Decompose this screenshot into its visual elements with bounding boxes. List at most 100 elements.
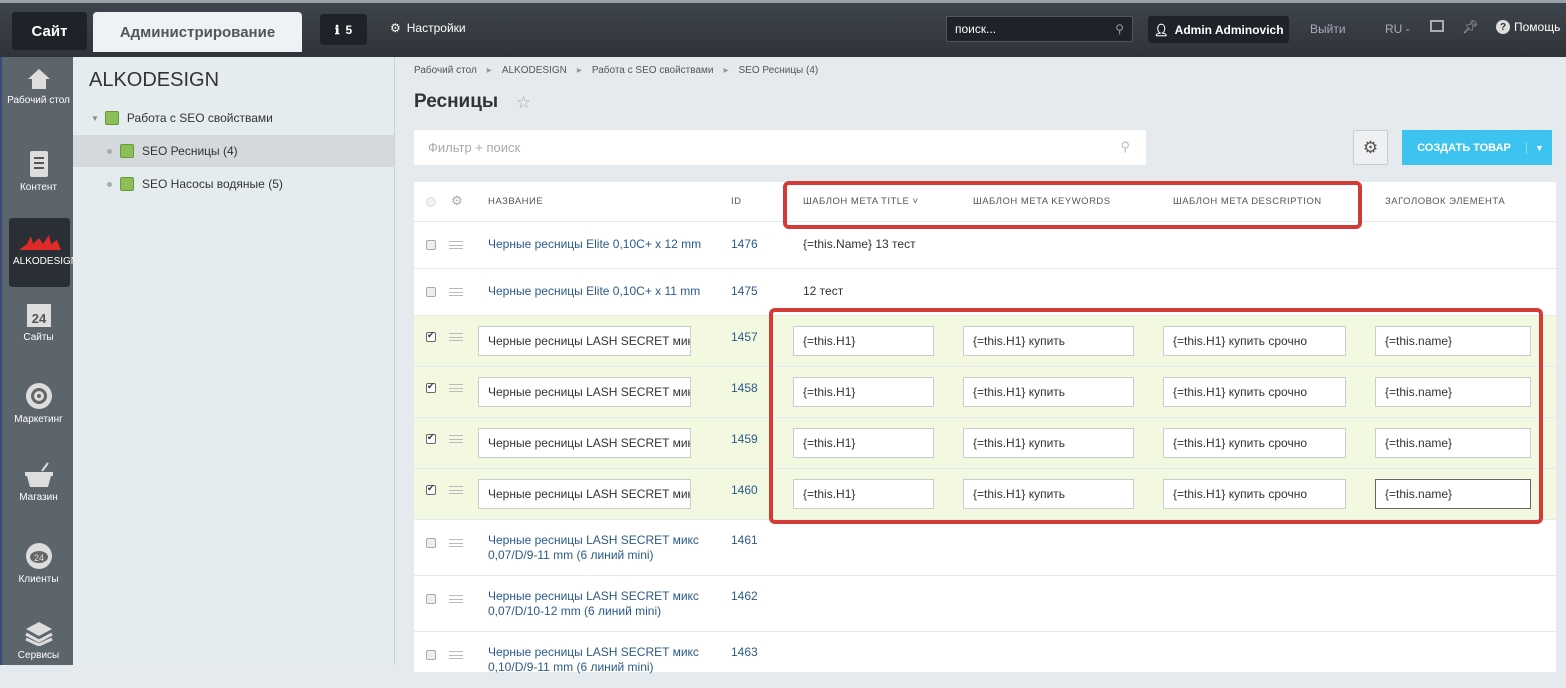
- admin-tab[interactable]: Администрирование: [93, 12, 302, 52]
- product-name-link[interactable]: Черные ресницы Elite 0,10C+ x 12 mm: [488, 237, 702, 251]
- keyboard-icon[interactable]: [1430, 20, 1444, 32]
- nav-item-1[interactable]: Контент: [2, 150, 75, 193]
- site-button[interactable]: Сайт: [12, 12, 87, 50]
- expand-arrow-icon[interactable]: ▼: [91, 113, 99, 123]
- drag-handle-icon[interactable]: [449, 384, 463, 392]
- product-name-link[interactable]: Черные ресницы LASH SECRET микс 0,10/D/9…: [488, 645, 699, 674]
- drag-handle-icon[interactable]: [449, 595, 463, 603]
- row-id[interactable]: 1463: [731, 645, 758, 659]
- drag-handle-icon[interactable]: [449, 288, 463, 296]
- element-heading-input[interactable]: {=this.name}: [1375, 326, 1531, 356]
- meta-title-value: {=this.Name} 13 тест: [803, 237, 916, 251]
- pin-icon[interactable]: 📌︎: [1462, 19, 1479, 34]
- column-meta-title[interactable]: ШАБЛОН META TITLE ˅: [803, 196, 919, 207]
- nav-item-7[interactable]: Сервисы: [2, 620, 75, 661]
- meta-keywords-input[interactable]: {=this.H1} купить: [963, 377, 1134, 407]
- drag-handle-icon[interactable]: [449, 435, 463, 443]
- nav-item-6[interactable]: 24 Клиенты: [2, 542, 75, 585]
- page-title: Ресницы: [414, 91, 499, 112]
- row-id[interactable]: 1460: [731, 483, 758, 497]
- meta-title-input[interactable]: {=this.H1}: [793, 479, 934, 509]
- row-id[interactable]: 1462: [731, 589, 758, 603]
- search-input[interactable]: поиск... ⚲: [946, 16, 1133, 42]
- table-row: Черные ресницы LASH SECRET мик 1457 {=this…: [414, 316, 1556, 367]
- name-input[interactable]: Черные ресницы LASH SECRET мик: [478, 428, 691, 458]
- element-heading-input[interactable]: {=this.name}: [1375, 428, 1531, 458]
- row-checkbox[interactable]: [426, 650, 436, 660]
- meta-keywords-input[interactable]: {=this.H1} купить: [963, 479, 1134, 509]
- row-id[interactable]: 1476: [731, 237, 758, 251]
- select-all-checkbox[interactable]: [426, 197, 436, 207]
- nav-item-0[interactable]: Рабочий стол: [2, 67, 75, 106]
- meta-keywords-input[interactable]: {=this.H1} купить: [963, 326, 1134, 356]
- chevron-down-icon[interactable]: ▼: [1535, 142, 1544, 153]
- row-checkbox[interactable]: [426, 287, 436, 297]
- drag-handle-icon[interactable]: [449, 241, 463, 249]
- row-checkbox[interactable]: [426, 240, 436, 250]
- product-name-link[interactable]: Черные ресницы Elite 0,10C+ x 11 mm: [488, 284, 701, 298]
- row-id[interactable]: 1457: [731, 330, 758, 344]
- nav-item-2[interactable]: ALKODESIGN: [9, 218, 78, 287]
- cloud-24-icon: 24: [2, 542, 75, 570]
- element-heading-input[interactable]: {=this.name}: [1375, 479, 1531, 509]
- filter-search-input[interactable]: Фильтр + поиск ⚲: [414, 130, 1146, 165]
- breadcrumb-item[interactable]: SEO Ресницы (4): [738, 65, 819, 76]
- meta-title-input[interactable]: {=this.H1}: [793, 428, 934, 458]
- nav-item-3[interactable]: 24 Сайты: [2, 302, 75, 343]
- row-checkbox[interactable]: [426, 330, 436, 342]
- settings-link[interactable]: ⚙ Настройки: [390, 21, 466, 35]
- gear-icon[interactable]: ⚙: [451, 193, 464, 208]
- help-link[interactable]: ? Помощь: [1496, 20, 1560, 34]
- grid-settings-button[interactable]: ⚙: [1353, 130, 1388, 165]
- drag-handle-icon[interactable]: [449, 486, 463, 494]
- product-name-link[interactable]: Черные ресницы LASH SECRET микс 0,07/D/1…: [488, 589, 699, 618]
- name-input[interactable]: Черные ресницы LASH SECRET мик: [478, 479, 691, 509]
- name-input[interactable]: Черные ресницы LASH SECRET мик: [478, 326, 691, 356]
- column-meta-keywords[interactable]: ШАБЛОН META KEYWORDS: [973, 196, 1111, 207]
- create-product-button[interactable]: СОЗДАТЬ ТОВАР ▼: [1402, 130, 1552, 165]
- meta-description-input[interactable]: {=this.H1} купить срочно: [1163, 479, 1346, 509]
- drag-handle-icon[interactable]: [449, 539, 463, 547]
- tree-item-label: SEO Насосы водяные (5): [142, 177, 283, 191]
- tree-item[interactable]: ▼ Работа с SEO свойствами: [73, 102, 394, 134]
- element-heading-input[interactable]: {=this.name}: [1375, 377, 1531, 407]
- name-input[interactable]: Черные ресницы LASH SECRET мик: [478, 377, 691, 407]
- breadcrumb-item[interactable]: Работа с SEO свойствами: [591, 65, 714, 76]
- meta-keywords-input[interactable]: {=this.H1} купить: [963, 428, 1134, 458]
- meta-title-input[interactable]: {=this.H1}: [793, 377, 934, 407]
- drag-handle-icon[interactable]: [449, 333, 463, 341]
- column-id[interactable]: ID: [731, 196, 742, 207]
- meta-title-value: 12 тест: [803, 284, 844, 298]
- user-button[interactable]: 👤︎ Admin Adminovich: [1148, 16, 1289, 43]
- row-checkbox[interactable]: [426, 381, 436, 393]
- meta-description-input[interactable]: {=this.H1} купить срочно: [1163, 326, 1346, 356]
- logout-link[interactable]: Выйти: [1310, 22, 1346, 36]
- row-checkbox[interactable]: [426, 432, 436, 444]
- row-checkbox[interactable]: [426, 538, 436, 548]
- drag-handle-icon[interactable]: [449, 651, 463, 659]
- language-select[interactable]: RU -: [1385, 22, 1410, 36]
- star-icon[interactable]: ☆: [516, 93, 532, 112]
- breadcrumb-item[interactable]: ALKODESIGN: [501, 65, 567, 76]
- grid-header: ⚙ НАЗВАНИЕ ID ШАБЛОН META TITLE ˅ ШАБЛОН…: [414, 182, 1556, 222]
- tree-item[interactable]: SEO Насосы водяные (5): [73, 168, 394, 200]
- row-id[interactable]: 1461: [731, 533, 758, 547]
- meta-description-input[interactable]: {=this.H1} купить срочно: [1163, 428, 1346, 458]
- row-id[interactable]: 1459: [731, 432, 758, 446]
- meta-title-input[interactable]: {=this.H1}: [793, 326, 934, 356]
- column-element-heading[interactable]: ЗАГОЛОВОК ЭЛЕМЕНТА: [1385, 196, 1506, 207]
- column-meta-description[interactable]: ШАБЛОН META DESCRIPTION: [1173, 196, 1322, 207]
- folder-icon: [104, 111, 119, 125]
- column-name[interactable]: НАЗВАНИЕ: [488, 196, 544, 207]
- nav-item-5[interactable]: Магазин: [2, 462, 75, 503]
- row-id[interactable]: 1458: [731, 381, 758, 395]
- tree-item[interactable]: SEO Ресницы (4): [73, 135, 394, 167]
- row-checkbox[interactable]: [426, 594, 436, 604]
- product-name-link[interactable]: Черные ресницы LASH SECRET микс 0,07/D/9…: [488, 533, 699, 562]
- meta-description-input[interactable]: {=this.H1} купить срочно: [1163, 377, 1346, 407]
- nav-item-4[interactable]: Маркетинг: [2, 382, 75, 425]
- row-id[interactable]: 1475: [731, 284, 758, 298]
- breadcrumb-item[interactable]: Рабочий стол: [414, 65, 477, 76]
- row-checkbox[interactable]: [426, 483, 436, 495]
